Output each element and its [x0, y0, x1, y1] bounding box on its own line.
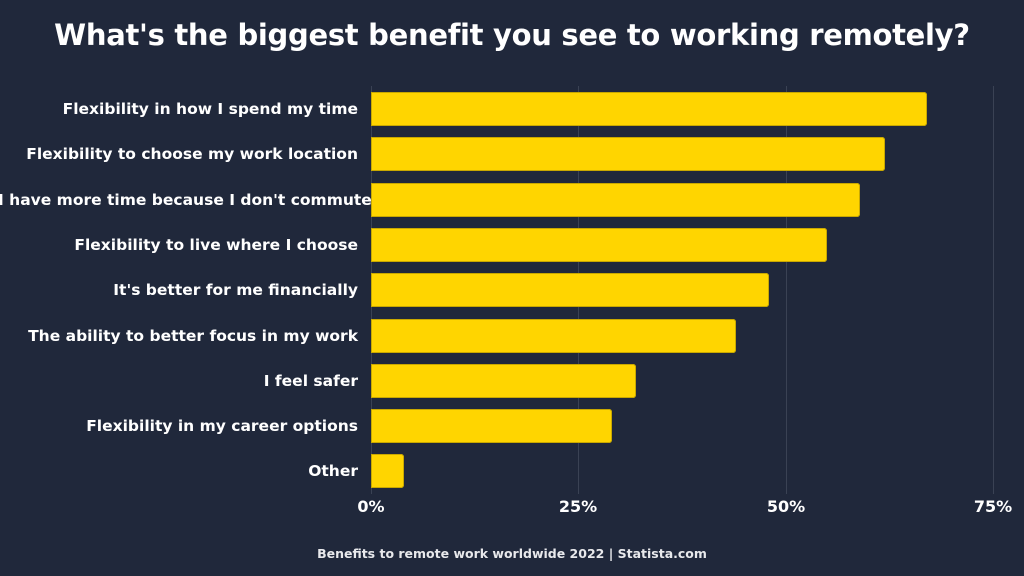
bar: [371, 409, 612, 444]
plot-area: [371, 86, 994, 494]
bar: [371, 137, 886, 172]
bar: [371, 227, 828, 262]
bar: [371, 363, 637, 398]
category-label: Other: [308, 462, 358, 481]
category-label: Flexibility in my career options: [86, 417, 358, 436]
bar: [371, 273, 770, 308]
category-label: The ability to better focus in my work: [28, 326, 358, 345]
x-tick: 50%: [766, 497, 806, 516]
bar: [371, 318, 736, 353]
gridline-50: [786, 86, 787, 494]
gridline-75: [993, 86, 994, 494]
bar: [371, 92, 927, 126]
category-label: I have more time because I don't commute: [0, 190, 372, 209]
category-label: I feel safer: [263, 371, 358, 390]
category-label: Flexibility to live where I choose: [74, 235, 358, 254]
bar: [371, 454, 405, 489]
bar: [371, 182, 861, 217]
chart-title: What's the biggest benefit you see to wo…: [54, 18, 970, 52]
source-footer: Benefits to remote work worldwide 2022 |…: [317, 546, 707, 561]
category-label: Flexibility to choose my work location: [26, 145, 358, 164]
x-tick: 75%: [973, 497, 1013, 516]
x-tick: 0%: [357, 497, 385, 516]
category-label: Flexibility in how I spend my time: [62, 100, 358, 118]
category-label: It's better for me financially: [113, 281, 358, 300]
x-tick: 25%: [558, 497, 598, 516]
